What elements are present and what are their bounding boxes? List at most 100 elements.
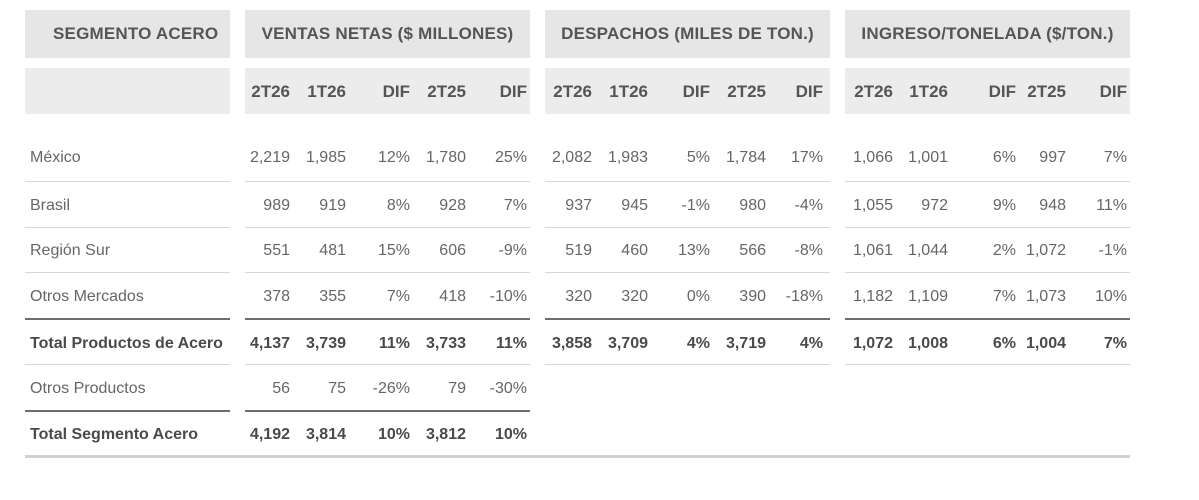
cell-ingreso: 1,044 [907, 242, 948, 259]
total-divider [245, 318, 530, 320]
row-divider [845, 227, 1130, 228]
col-header-ingreso-0: 2T26 [854, 82, 893, 101]
cell-despachos: 390 [739, 288, 766, 305]
cell-ingreso: 7% [992, 288, 1016, 305]
row-divider [845, 272, 1130, 273]
subheader-despachos [545, 68, 830, 114]
cell-ventas: 75 [328, 380, 346, 397]
header-ingreso-tonelada: INGRESO/TONELADA ($/TON.) [845, 10, 1130, 58]
cell-ventas: 25% [494, 149, 527, 166]
cell-ingreso: 1,072 [1025, 242, 1066, 259]
cell-despachos: 4% [799, 335, 823, 352]
cell-despachos: 4% [686, 335, 710, 352]
row-divider [845, 364, 1130, 365]
cell-ventas: 79 [448, 380, 466, 397]
cell-ventas: 7% [503, 197, 527, 214]
cell-ventas: 1,985 [305, 149, 346, 166]
cell-despachos: 3,719 [725, 335, 766, 352]
cell-ventas: 56 [272, 380, 290, 397]
cell-despachos: 0% [686, 288, 710, 305]
col-header-despachos-1: 1T26 [609, 82, 648, 101]
cell-ingreso: 1,001 [907, 149, 948, 166]
cell-despachos: 3,858 [551, 335, 592, 352]
cell-despachos: 460 [621, 242, 648, 259]
cell-despachos: 1,784 [725, 149, 766, 166]
cell-ingreso: 1,061 [852, 242, 893, 259]
cell-ingreso: 1,182 [852, 288, 893, 305]
row-label: Total Productos de Acero [30, 335, 223, 352]
cell-ingreso: 2% [992, 242, 1016, 259]
cell-despachos: 2,082 [551, 149, 592, 166]
col-header-ingreso-4: DIF [1099, 82, 1127, 101]
row-label: Región Sur [30, 242, 111, 259]
row-label: Otros Mercados [30, 288, 144, 305]
total-divider [545, 318, 830, 320]
cell-despachos: 320 [565, 288, 592, 305]
col-header-ventas-1: 1T26 [307, 82, 346, 101]
total-divider [25, 318, 230, 320]
col-header-ventas-2: DIF [382, 82, 410, 101]
cell-despachos: 980 [739, 197, 766, 214]
cell-ventas: 378 [263, 288, 290, 305]
cell-ingreso: 10% [1094, 288, 1127, 305]
cell-ingreso: 1,073 [1025, 288, 1066, 305]
row-divider [245, 181, 530, 182]
row-label: México [30, 149, 81, 166]
row-divider [545, 272, 830, 273]
header-segmento-acero: SEGMENTO ACERO [25, 10, 230, 58]
cell-despachos: -4% [794, 197, 823, 214]
cell-ingreso: 11% [1096, 197, 1127, 214]
cell-ventas: -30% [489, 380, 527, 397]
cell-despachos: 937 [565, 197, 592, 214]
cell-ventas: 10% [494, 426, 527, 443]
cell-ventas: 3,739 [305, 335, 346, 352]
col-header-ingreso-1: 1T26 [909, 82, 948, 101]
cell-ventas: 8% [386, 197, 410, 214]
cell-ventas: -10% [489, 288, 527, 305]
cell-despachos: -1% [681, 197, 710, 214]
header-ventas-netas: VENTAS NETAS ($ MILLONES) [245, 10, 530, 58]
cell-despachos: 13% [677, 242, 710, 259]
cell-ventas: 418 [439, 288, 466, 305]
cell-despachos: 3,709 [607, 335, 648, 352]
cell-ingreso: 7% [1103, 335, 1127, 352]
cell-despachos: 945 [621, 197, 648, 214]
cell-ventas: 7% [386, 288, 410, 305]
cell-ventas: 606 [439, 242, 466, 259]
row-label: Total Segmento Acero [30, 426, 199, 443]
cell-ventas: 481 [319, 242, 346, 259]
cell-ventas: 15% [377, 242, 410, 259]
cell-ventas: 551 [263, 242, 290, 259]
cell-ingreso: 948 [1039, 197, 1066, 214]
row-divider [245, 364, 530, 365]
cell-ventas: 3,733 [425, 335, 466, 352]
cell-ingreso: 1,072 [852, 335, 893, 352]
col-header-ingreso-2: DIF [988, 82, 1016, 101]
cell-despachos: -18% [785, 288, 823, 305]
cell-ventas: -9% [498, 242, 527, 259]
cell-ventas: 2,219 [249, 149, 290, 166]
cell-ventas: 10% [377, 426, 410, 443]
col-header-ingreso-3: 2T25 [1027, 82, 1066, 101]
row-divider [845, 181, 1130, 182]
row-label: Brasil [30, 197, 71, 214]
cell-ventas: 989 [263, 197, 290, 214]
cell-despachos: 566 [739, 242, 766, 259]
cell-ventas: 11% [495, 335, 527, 352]
row-divider [25, 272, 230, 273]
header-despachos: DESPACHOS (MILES DE TON.) [545, 10, 830, 58]
row-divider [545, 364, 830, 365]
cell-ingreso: 6% [992, 149, 1016, 166]
cell-ingreso: 7% [1103, 149, 1127, 166]
row-divider [545, 227, 830, 228]
cell-ingreso: 6% [992, 335, 1016, 352]
cell-despachos: 5% [686, 149, 710, 166]
total-divider [245, 410, 530, 412]
cell-ventas: 12% [377, 149, 410, 166]
row-divider [25, 181, 230, 182]
cell-ingreso: 972 [921, 197, 948, 214]
row-divider [25, 364, 230, 365]
cell-ventas: 11% [378, 335, 410, 352]
cell-ingreso: 1,109 [907, 288, 948, 305]
col-header-despachos-4: DIF [795, 82, 823, 101]
